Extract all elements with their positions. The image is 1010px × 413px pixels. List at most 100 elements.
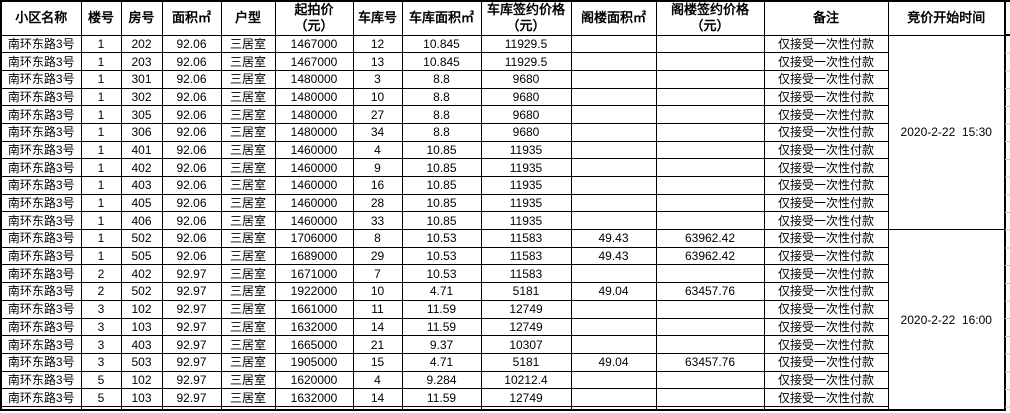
cell-room: 403 [120,335,163,354]
cell-note: 仅接受一次性付款 [763,158,889,177]
cell-garage_no: 33 [352,211,403,231]
cell-attic_area [570,176,657,195]
column-header-area: 面积㎡ [161,0,222,36]
cell-room: 502 [120,282,163,301]
cell-attic_area [570,52,657,71]
column-header-garage_no: 车库号 [352,0,403,36]
cell-garage_no: 4 [352,140,403,160]
cell-building: 1 [80,229,122,248]
cell-room: 403 [120,176,163,195]
cell-layout: 三居室 [220,193,276,213]
cell-empty [352,405,403,411]
cell-garage_no: 3 [352,69,403,89]
cell-attic_area [570,211,657,231]
cell-attic_area [570,34,657,54]
cell-room: 102 [120,299,163,319]
cell-note: 仅接受一次性付款 [763,264,889,284]
cell-garage_no: 7 [352,264,403,284]
cell-layout: 三居室 [220,388,276,407]
cell-room: 405 [120,193,163,213]
cell-layout: 三居室 [220,176,276,195]
cell-building: 1 [80,105,122,124]
table-row: 南环东路3号 5 102 92.97 三居室 1620000 4 9.284 10212.4 仅接… [0,370,1005,390]
cell-garage_no: 34 [352,122,403,142]
cell-layout: 三居室 [220,158,276,177]
cell-room: 203 [120,52,163,71]
cell-layout: 三居室 [220,229,276,248]
column-header-room: 房号 [120,0,163,36]
cell-area: 92.06 [161,34,222,54]
table-row: 南环东路3号 2 402 92.97 三居室 1671000 7 10.53 11583 仅接受一… [0,264,1005,284]
cell-community: 南环东路3号 [0,158,82,177]
cell-area: 92.06 [161,69,222,89]
cell-garage_no: 13 [352,52,403,71]
cell-attic_price [655,69,765,89]
cell-attic_price [655,388,765,407]
cell-layout: 三居室 [220,370,276,390]
cell-garage_area: 11.59 [401,388,482,407]
cell-start_price: 1689000 [274,246,354,266]
cell-community: 南环东路3号 [0,264,82,284]
cell-room: 503 [120,352,163,372]
cell-area: 92.97 [161,317,222,337]
cell-attic_area [570,87,657,107]
cell-note: 仅接受一次性付款 [763,122,889,142]
cell-building: 2 [80,264,122,284]
cell-garage_no: 4 [352,370,403,390]
cell-start_price: 1460000 [274,193,354,213]
cell-empty [480,405,572,411]
partial-row [0,405,1005,411]
cell-room: 103 [120,317,163,337]
cell-layout: 三居室 [220,52,276,71]
cell-garage_no: 12 [352,34,403,54]
cell-garage_price: 11935 [480,140,572,160]
cell-garage_area: 9.37 [401,335,482,354]
cell-empty [120,405,163,411]
cell-note: 仅接受一次性付款 [763,176,889,195]
column-header-attic_price: 阁楼签约价格 （元） [655,0,765,36]
cell-attic_area [570,140,657,160]
cell-layout: 三居室 [220,34,276,54]
cell-garage_price: 5181 [480,282,572,301]
cell-garage_price: 11935 [480,211,572,231]
cell-note: 仅接受一次性付款 [763,317,889,337]
table-row: 南环东路3号 2 502 92.97 三居室 1922000 10 4.71 5181 49.04… [0,282,1005,301]
cell-start_price: 1467000 [274,52,354,71]
cell-start_price: 1905000 [274,352,354,372]
cell-garage_no: 10 [352,282,403,301]
cell-attic_price: 63962.42 [655,229,765,248]
cell-building: 1 [80,34,122,54]
cell-community: 南环东路3号 [0,140,82,160]
cell-attic_price [655,317,765,337]
cell-community: 南环东路3号 [0,282,82,301]
table-row: 南环东路3号 5 103 92.97 三居室 1632000 14 11.59 12749 仅接受… [0,388,1005,407]
cell-start_price: 1620000 [274,370,354,390]
cell-area: 92.06 [161,122,222,142]
cell-start_price: 1460000 [274,176,354,195]
cell-start_price: 1632000 [274,388,354,407]
cell-garage_no: 21 [352,335,403,354]
table-row: 南环东路3号 3 103 92.97 三居室 1632000 14 11.59 12749 仅接受… [0,317,1005,337]
cell-attic_area [570,264,657,284]
cell-layout: 三居室 [220,352,276,372]
cell-garage_price: 11935 [480,158,572,177]
cell-garage_price: 11583 [480,246,572,266]
cell-attic_area [570,158,657,177]
cell-garage_area: 10.845 [401,52,482,71]
cell-area: 92.06 [161,158,222,177]
cell-building: 1 [80,158,122,177]
cell-note: 仅接受一次性付款 [763,69,889,89]
cell-empty [763,405,889,411]
cell-garage_area: 10.53 [401,246,482,266]
table-row: 南环东路3号 1 406 92.06 三居室 1460000 33 10.85 11935 仅接受… [0,211,1005,231]
cell-empty [655,405,765,411]
cell-note: 仅接受一次性付款 [763,352,889,372]
cell-garage_price: 12749 [480,299,572,319]
cell-community: 南环东路3号 [0,335,82,354]
cell-garage_area: 10.85 [401,176,482,195]
cell-garage_area: 4.71 [401,352,482,372]
cell-attic_area [570,388,657,407]
cell-garage_price: 10307 [480,335,572,354]
cell-garage_area: 10.53 [401,264,482,284]
cell-area: 92.06 [161,193,222,213]
